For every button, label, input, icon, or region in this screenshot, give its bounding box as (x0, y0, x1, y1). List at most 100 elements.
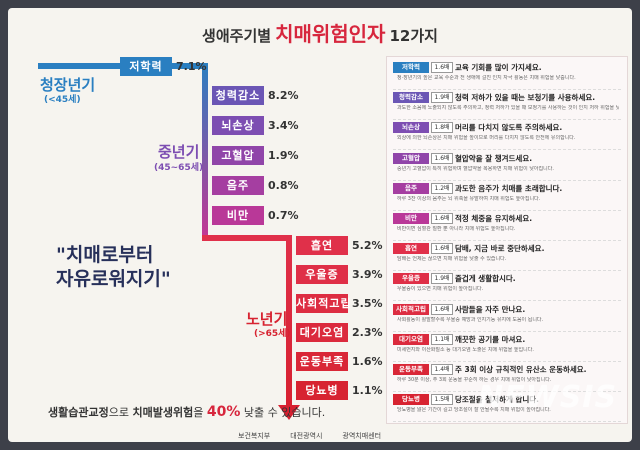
tip: 운동부족 1.4배 주 3회 이상 규칙적인 유산소 운동하세요. 하루 30분 이상… (393, 362, 621, 392)
tip-heading: 청력 저하가 있을 때는 보청기를 사용하세요. (455, 93, 596, 103)
title-suffix: 12가지 (389, 27, 438, 45)
tip: 당뇨병 1.5배 당조절을 철저하게 합니다. 당뇨병을 앓은 기간이 길고 당조절이… (393, 392, 621, 423)
tip-detail: 하루 3잔 이상의 음주는 뇌 위축을 유발하여 치매 위험도 높아집니다. (397, 195, 541, 202)
tip-tag: 운동부족 (393, 364, 429, 375)
tip-tag: 고혈압 (393, 152, 429, 164)
factor-share: 1.1% (352, 384, 383, 397)
footer-part: 낮출 수 있습니다. (240, 406, 326, 419)
tip: 음주 1.2배 과도한 음주가 치매를 초래합니다. 하루 3잔 이상의 음주는 뇌 … (393, 181, 621, 211)
tips-panel: 저학력 1.6배 교육 기회를 많이 가지세요. 청·장년기의 높은 교육 수준과 전… (386, 56, 628, 424)
tip-tag: 우울증 (393, 273, 429, 285)
factor-name: 음주 (212, 176, 264, 195)
tip-heading: 당조절을 철저하게 합니다. (455, 395, 539, 405)
tip-risk: 1.8배 (431, 122, 453, 134)
factor-share: 1.6% (352, 355, 383, 368)
factor-name: 당뇨병 (296, 381, 348, 400)
tip-heading: 즐겁게 생활합시다. (455, 274, 516, 284)
tip-detail: 하루 30분 이상, 주 3회 운동을 꾸준히 하는 경우 치매 위험이 낮아집… (397, 377, 552, 383)
tip-detail: 사회활동이 활발할수록 우울증 예방과 인지기능 유지에 도움이 됩니다. (397, 316, 544, 323)
stage-name: 노년기 (246, 310, 288, 328)
factor-name: 고혈압 (212, 146, 264, 165)
tip-detail: 중년기 고혈압이 특히 위험하며 혈압약을 복용하면 치매 위험이 낮아집니다. (397, 165, 554, 172)
tip-risk: 1.9배 (431, 273, 453, 285)
footer-part: 치매발생위험 (132, 406, 194, 419)
tip: 우울증 1.9배 즐겁게 생활합시다. 우울증이 있으면 치매 위험이 높아집니다. (393, 271, 621, 302)
tip-risk: 1.4배 (431, 364, 453, 375)
tip-risk: 1.9배 (431, 92, 453, 104)
tip-detail: 담배는 언제든 끊으면 치매 위험을 낮출 수 있습니다. (397, 256, 507, 263)
factor-share: 0.8% (268, 179, 299, 192)
tip-tag: 비만 (393, 213, 429, 224)
tip-tag: 당뇨병 (393, 394, 429, 406)
tip-heading: 적정 체중을 유지하세요. (455, 214, 533, 223)
tip: 저학력 1.6배 교육 기회를 많이 가지세요. 청·장년기의 높은 교육 수준과 전… (393, 60, 621, 90)
tip-detail: 당뇨병을 앓은 기간이 길고 당조절이 잘 안될수록 치매 위험이 높아집니다. (397, 407, 551, 414)
tip-detail: 과도한 소음에 노출되지 않도록 주의하고, 청력 저하가 있을 때 보청기를 … (397, 105, 619, 112)
tip-heading: 깨끗한 공기를 마셔요. (455, 334, 526, 344)
factor-share: 3.9% (352, 268, 383, 281)
tip-heading: 주 3회 이상 규칙적인 유산소 운동하세요. (455, 365, 587, 374)
footer-part: 생활습관교정 (48, 406, 109, 419)
stage-name: 중년기 (158, 143, 200, 161)
title-prefix: 생애주기별 (202, 27, 272, 45)
tip-heading: 과도한 음주가 치매를 초래합니다. (455, 183, 563, 193)
footer-part: 으로 (108, 406, 133, 419)
tip-heading: 교육 기회를 많이 가지세요. (455, 63, 542, 72)
tip: 대기오염 1.1배 깨끗한 공기를 마셔요. 미세먼지와 이산화질소 등 대기오염 노… (393, 332, 621, 362)
tip: 뇌손상 1.8배 머리를 다치지 않도록 주의하세요. 외상에 의한 뇌손상은 치매 … (393, 120, 621, 151)
logo: 광역치매센터 (342, 432, 382, 440)
logo: 보건복지부 (238, 432, 271, 440)
logo: 대전광역시 (290, 432, 323, 440)
stage-range: (<45세) (44, 95, 81, 105)
tip-tag: 사회적고립 (393, 303, 429, 315)
factor-name: 우울증 (296, 265, 348, 284)
factor-share: 1.9% (268, 149, 299, 162)
footer-sentence: 생활습관교정으로 치매발생위험을 40% 낮출 수 있습니다. (48, 404, 325, 420)
factor-name: 대기오염 (296, 323, 348, 342)
timeline-segment (202, 235, 292, 241)
tip-heading: 머리를 다치지 않도록 주의하세요. (455, 123, 563, 133)
tip-tag: 저학력 (393, 62, 429, 73)
factor-name: 저학력 (120, 57, 172, 76)
factor-share: 7.1% (176, 60, 207, 73)
tip-detail: 우울증이 있으면 치매 위험이 높아집니다. (397, 286, 484, 293)
tip-detail: 외상에 의한 뇌손상은 치매 위험을 높이므로 머리를 다치지 않도록 안전에 … (397, 135, 576, 142)
timeline-segment (286, 235, 292, 407)
footer-part: 을 (193, 406, 207, 419)
tip-risk: 1.2배 (431, 182, 453, 194)
factor-share: 3.4% (268, 119, 299, 132)
timeline-segment (202, 63, 208, 241)
tip-risk: 1.6배 (431, 303, 453, 315)
factor-name: 사회적고립 (296, 294, 351, 313)
tip-detail: 청·장년기의 높은 교육 수준과 전 생애에 걸친 인지 자극 활동은 치매 위… (397, 75, 576, 81)
tip: 사회적고립 1.6배 사람들을 자주 만나요. 사회활동이 활발할수록 우울증 예방과… (393, 302, 621, 332)
factor-name: 운동부족 (296, 352, 348, 371)
title-highlight: 치매위험인자 (275, 22, 386, 46)
tip: 흡연 1.6배 담배, 지금 바로 중단하세요. 담배는 언제든 끊으면 치매 위험을… (393, 241, 621, 272)
tip-tag: 대기오염 (393, 333, 429, 345)
tip-heading: 사람들을 자주 만나요. (455, 304, 526, 314)
tip-tag: 흡연 (393, 243, 429, 255)
watermark: NEWSIS (478, 380, 618, 415)
slogan-line: "치매로부터 (56, 244, 154, 266)
tip-tag: 청력감소 (393, 92, 429, 104)
factor-name: 비만 (212, 206, 264, 225)
logos: 보건복지부 대전광역시 광역치매센터 (228, 431, 391, 441)
stage-name: 청장년기 (40, 76, 96, 94)
tip: 청력감소 1.9배 청력 저하가 있을 때는 보청기를 사용하세요. 과도한 소음에 … (393, 90, 621, 121)
title: 생애주기별 치매위험인자 12가지 (8, 18, 632, 47)
panel: 생애주기별 치매위험인자 12가지 "치매로부터 자유로워지기" 생활습관교정으로 … (8, 8, 632, 442)
slogan-line: 자유로워지기" (56, 268, 171, 290)
tip-risk: 1.6배 (431, 213, 453, 224)
tip-tag: 뇌손상 (393, 122, 429, 134)
factor-share: 5.2% (352, 239, 383, 252)
factor-share: 8.2% (268, 89, 299, 102)
tip-risk: 1.6배 (431, 243, 453, 255)
tip: 고혈압 1.6배 혈압약을 잘 챙겨드세요. 중년기 고혈압이 특히 위험하며 혈압약… (393, 151, 621, 181)
tip-heading: 혈압약을 잘 챙겨드세요. (455, 153, 533, 163)
timeline-arrow (278, 405, 300, 420)
factor-share: 2.3% (352, 326, 383, 339)
tip-detail: 비만이면 심혈관 질환 뿐 아니라 치매 위험도 높아집니다. (397, 226, 516, 232)
